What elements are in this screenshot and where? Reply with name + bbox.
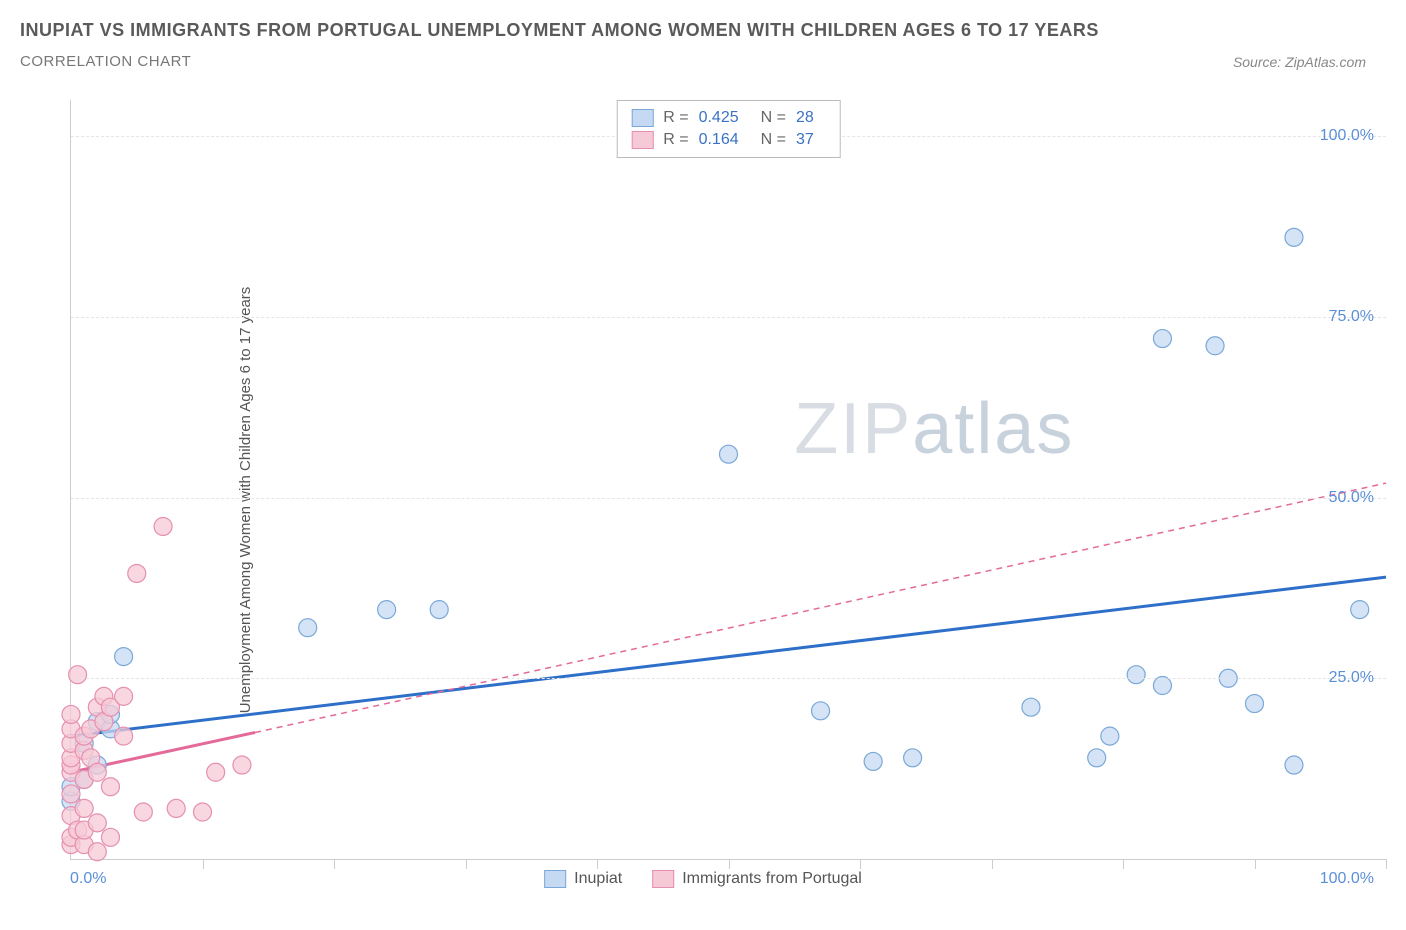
data-point — [378, 601, 396, 619]
stat-r-value: 0.164 — [699, 131, 739, 149]
data-point — [1088, 749, 1106, 767]
stat-n-value: 28 — [796, 109, 814, 127]
subtitle-row: CORRELATION CHART Source: ZipAtlas.com — [20, 53, 1386, 70]
chart-header: INUPIAT VS IMMIGRANTS FROM PORTUGAL UNEM… — [0, 0, 1406, 70]
legend-label: Immigrants from Portugal — [682, 870, 862, 888]
x-tick — [466, 859, 467, 869]
chart-title: INUPIAT VS IMMIGRANTS FROM PORTUGAL UNEM… — [20, 20, 1386, 41]
data-point — [62, 785, 80, 803]
y-tick-label: 50.0% — [1329, 489, 1374, 507]
data-point — [1246, 695, 1264, 713]
stat-r-label: R = — [663, 131, 688, 149]
x-tick-max: 100.0% — [1320, 870, 1374, 888]
data-point — [904, 749, 922, 767]
x-tick — [1386, 859, 1387, 869]
data-point — [720, 445, 738, 463]
x-tick-min: 0.0% — [70, 870, 106, 888]
data-point — [88, 763, 106, 781]
data-point — [128, 564, 146, 582]
legend-item: Immigrants from Portugal — [652, 870, 862, 888]
stat-n-value: 37 — [796, 131, 814, 149]
trend-line-dashed — [255, 483, 1386, 732]
gridline — [71, 317, 1386, 318]
data-point — [1285, 228, 1303, 246]
x-tick — [860, 859, 861, 869]
x-tick — [1123, 859, 1124, 869]
data-point — [1101, 727, 1119, 745]
data-point — [207, 763, 225, 781]
data-point — [233, 756, 251, 774]
data-point — [88, 843, 106, 861]
y-tick-label: 100.0% — [1320, 127, 1374, 145]
legend-label: Inupiat — [574, 870, 622, 888]
data-point — [1285, 756, 1303, 774]
data-point — [1206, 337, 1224, 355]
source-attribution: Source: ZipAtlas.com — [1233, 54, 1366, 70]
x-tick — [729, 859, 730, 869]
data-point — [1153, 330, 1171, 348]
legend-swatch — [631, 131, 653, 149]
data-point — [167, 799, 185, 817]
data-point — [194, 803, 212, 821]
x-tick — [597, 859, 598, 869]
stats-row: R = 0.164 N = 37 — [631, 129, 826, 151]
data-point — [62, 705, 80, 723]
legend-item: Inupiat — [544, 870, 622, 888]
data-point — [430, 601, 448, 619]
gridline — [71, 498, 1386, 499]
data-point — [115, 648, 133, 666]
data-point — [115, 687, 133, 705]
stat-n-label: N = — [761, 131, 786, 149]
data-point — [1127, 666, 1145, 684]
stat-r-label: R = — [663, 109, 688, 127]
gridline — [71, 678, 1386, 679]
data-point — [154, 517, 172, 535]
y-tick-label: 75.0% — [1329, 308, 1374, 326]
x-tick — [1255, 859, 1256, 869]
legend-swatch — [652, 870, 674, 888]
plot-area: ZIPatlas 25.0%50.0%75.0%100.0%R =0.425N … — [70, 100, 1386, 860]
chart-container: Unemployment Among Women with Children A… — [20, 100, 1386, 900]
trend-line — [71, 577, 1386, 736]
legend-swatch — [631, 109, 653, 127]
data-point — [1022, 698, 1040, 716]
series-legend: Inupiat Immigrants from Portugal — [544, 870, 862, 888]
legend-swatch — [544, 870, 566, 888]
data-point — [812, 702, 830, 720]
data-point — [101, 778, 119, 796]
x-tick — [334, 859, 335, 869]
stat-r-value: 0.425 — [699, 109, 739, 127]
data-point — [115, 727, 133, 745]
data-point — [134, 803, 152, 821]
data-point — [299, 619, 317, 637]
x-tick — [992, 859, 993, 869]
x-tick — [203, 859, 204, 869]
chart-subtitle: CORRELATION CHART — [20, 53, 191, 70]
data-point — [69, 666, 87, 684]
data-point — [101, 828, 119, 846]
scatter-svg — [71, 100, 1386, 859]
stats-row: R = 0.425 N = 28 — [631, 107, 826, 129]
stat-n-label: N = — [761, 109, 786, 127]
data-point — [864, 752, 882, 770]
data-point — [75, 799, 93, 817]
stats-legend: R = 0.425 N = 28 R = 0.164 N = 37 — [616, 100, 841, 158]
data-point — [88, 814, 106, 832]
data-point — [1351, 601, 1369, 619]
y-tick-label: 25.0% — [1329, 669, 1374, 687]
